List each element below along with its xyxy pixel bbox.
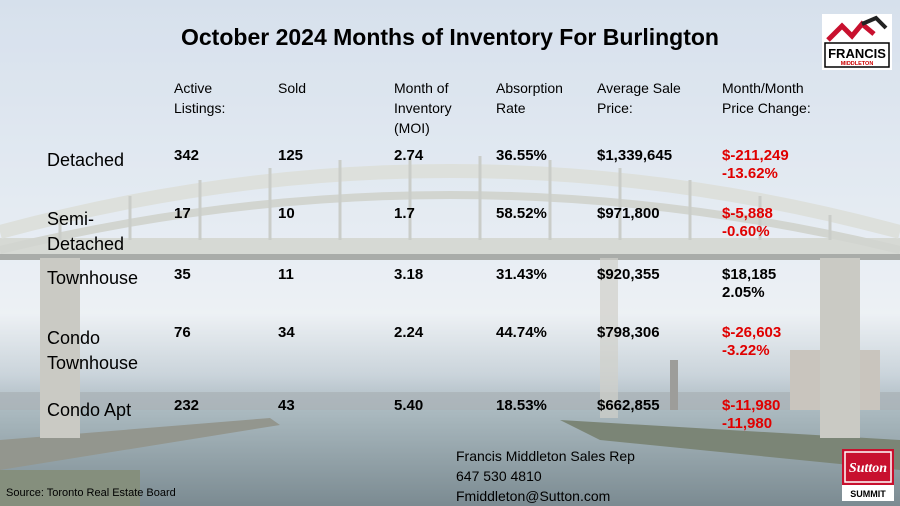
cell-change-amount: $-26,603 — [722, 324, 782, 341]
cell-change-pct: -13.62% — [722, 165, 778, 182]
row-label-detached: Detached — [47, 150, 125, 170]
sutton-logo: Sutton SUMMIT — [842, 449, 894, 501]
page-title: October 2024 Months of Inventory For Bur… — [181, 24, 719, 50]
cell-sold: 43 — [278, 397, 295, 414]
header-price-change: Month/Month Price Change: — [722, 78, 811, 118]
contact-name: Francis Middleton Sales Rep — [456, 448, 635, 464]
header-line: Inventory — [394, 100, 452, 116]
cell-active: 76 — [174, 324, 191, 341]
cell-change-pct: -3.22% — [722, 342, 770, 359]
logo-francis-name: FRANCIS — [828, 46, 886, 61]
cell-avg-price: $1,339,645 — [597, 147, 673, 164]
header-line: Month/Month — [722, 80, 804, 96]
contact-block: Francis Middleton Sales Rep 647 530 4810… — [456, 446, 635, 506]
cell-change-pct: 2.05% — [722, 284, 765, 301]
cell-avg-price: $662,855 — [597, 397, 660, 414]
cell-change-pct: -0.60% — [722, 223, 770, 240]
header-average-sale-price: Average Sale Price: — [597, 78, 681, 118]
logo-sutton-sub: SUMMIT — [850, 489, 886, 499]
header-line: (MOI) — [394, 120, 430, 136]
cell-change-amount: $-211,249 — [722, 147, 789, 164]
cell-sold: 34 — [278, 324, 295, 341]
cell-moi: 3.18 — [394, 266, 424, 283]
cell-sold: 10 — [278, 205, 295, 222]
header-active-listings: Active Listings: — [174, 78, 225, 118]
header-line: Absorption — [496, 80, 563, 96]
header-line: Sold — [278, 80, 307, 96]
cell-change-amount: $-11,980 — [722, 397, 781, 414]
header-line: Month of — [394, 80, 449, 96]
header-line: Price Change: — [722, 100, 811, 116]
header-line: Active — [174, 80, 213, 96]
cell-active: 35 — [174, 266, 191, 283]
header-line: Price: — [597, 100, 633, 116]
cell-absorption: 18.53% — [496, 397, 547, 414]
cell-avg-price: $971,800 — [597, 205, 660, 222]
header-line: Listings: — [174, 100, 226, 116]
logo-sutton-name: Sutton — [849, 461, 887, 476]
cell-sold: 125 — [278, 147, 304, 164]
contact-phone[interactable]: 647 530 4810 — [456, 468, 542, 484]
cell-absorption: 31.43% — [496, 266, 547, 283]
cell-change-amount: $-5,888 — [722, 205, 773, 222]
cell-absorption: 58.52% — [496, 205, 547, 222]
row-label-semi-detached: Semi- Detached — [47, 209, 125, 254]
cell-moi: 1.7 — [394, 205, 415, 222]
cell-active: 17 — [174, 205, 191, 222]
cell-change-pct: -11,980 — [722, 415, 773, 432]
cell-moi: 2.24 — [394, 324, 424, 341]
row-label-condo-townhouse: Condo Townhouse — [47, 328, 139, 373]
cell-active: 342 — [174, 147, 200, 164]
logo-francis-sub: MIDDLETON — [841, 61, 874, 67]
cell-active: 232 — [174, 397, 200, 414]
header-line: Average Sale — [597, 80, 681, 96]
cell-moi: 5.40 — [394, 397, 424, 414]
cell-sold: 11 — [278, 266, 294, 283]
header-line: Rate — [496, 100, 526, 116]
source-note: Source: Toronto Real Estate Board — [6, 487, 176, 499]
header-moi: Month of Inventory (MOI) — [394, 78, 452, 138]
header-sold: Sold — [278, 78, 306, 98]
cell-avg-price: $798,306 — [597, 324, 660, 341]
row-label-condo-apt: Condo Apt — [47, 400, 132, 420]
header-absorption-rate: Absorption Rate — [496, 78, 563, 118]
cell-avg-price: $920,355 — [597, 266, 660, 283]
cell-change-amount: $18,185 — [722, 266, 777, 283]
cell-moi: 2.74 — [394, 147, 424, 164]
cell-absorption: 44.74% — [496, 324, 547, 341]
cell-absorption: 36.55% — [496, 147, 547, 164]
row-label-townhouse: Townhouse — [47, 268, 139, 288]
francis-middleton-logo: FRANCIS MIDDLETON — [822, 14, 892, 70]
contact-email[interactable]: Fmiddleton@Sutton.com — [456, 488, 611, 504]
